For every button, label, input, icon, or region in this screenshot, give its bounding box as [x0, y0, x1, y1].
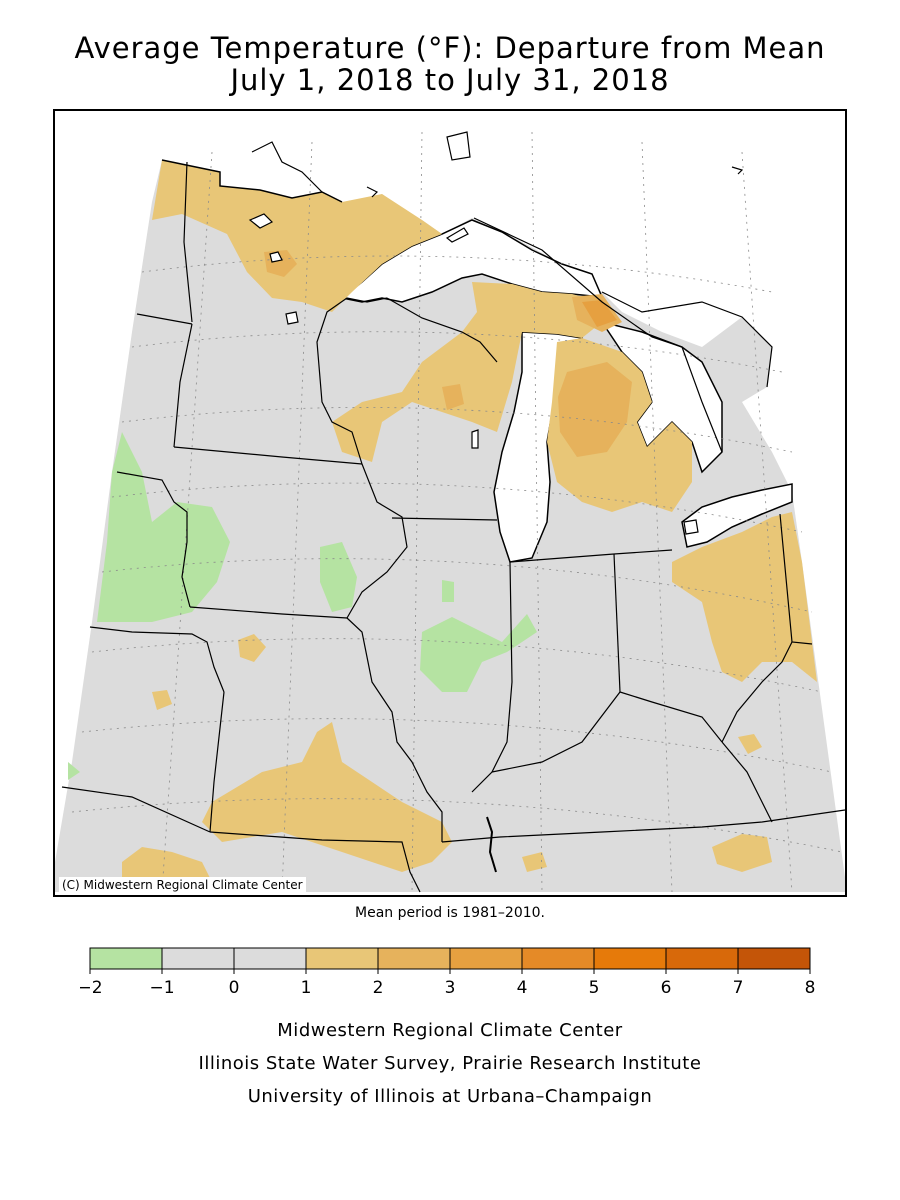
anomaly-warm-tennessee-west	[522, 852, 547, 872]
map-copyright: (C) Midwestern Regional Climate Center	[59, 877, 306, 893]
border-wi-il	[391, 517, 498, 521]
anomaly-warm-minnesota	[152, 160, 442, 312]
border-in-oh	[613, 553, 621, 693]
legend-swatch	[593, 947, 667, 970]
legend-tick-label: 6	[661, 978, 672, 998]
mille-lacs	[285, 311, 299, 325]
border-mo-ks	[209, 691, 225, 833]
anomaly-warm-lower-michigan-core	[558, 362, 632, 457]
canada-shorelines	[251, 131, 773, 388]
border-oh-wv	[721, 641, 793, 743]
legend-swatch	[233, 947, 307, 970]
credit-line-2: Illinois State Water Survey, Prairie Res…	[198, 1053, 702, 1074]
legend-tick-label: 7	[733, 978, 744, 998]
map-title: Average Temperature (°F): Departure from…	[74, 31, 826, 65]
legend-colorbar: −2 −1 0 1 2 3 4 5 6 7 8	[80, 947, 816, 998]
credit-line-3: University of Illinois at Urbana–Champai…	[247, 1086, 653, 1107]
map-canvas	[55, 131, 845, 893]
border-ks-ok	[61, 786, 211, 833]
legend-tick-label: 8	[805, 978, 816, 998]
border-nd-sd	[136, 313, 193, 325]
border-mn-wi	[316, 297, 388, 465]
border-nd-mn	[183, 161, 193, 323]
border-wi-mi	[386, 297, 498, 363]
border-mn-ia	[173, 446, 363, 465]
border-ia-il	[346, 463, 408, 619]
anomaly-warm-wisconsin-core	[442, 384, 464, 410]
map-frame: (C) Midwestern Regional Climate Center	[53, 109, 847, 897]
legend-swatch	[737, 947, 811, 970]
legend-tick-label: 0	[229, 978, 240, 998]
border-sd-mn	[173, 323, 193, 448]
border-sd-ne	[116, 471, 191, 608]
border-mo-ar	[209, 831, 421, 893]
border-oh-mi	[613, 549, 673, 555]
legend-tick-label: 1	[301, 978, 312, 998]
legend-tick-label: −2	[80, 978, 103, 998]
border-tn-ar	[441, 836, 501, 843]
border-ky-tn	[499, 809, 845, 838]
legend-swatch	[665, 947, 739, 970]
anomaly-warm-wisconsin	[332, 282, 602, 462]
anomaly-warm-ohio	[672, 512, 817, 682]
border-il-in	[471, 561, 513, 793]
anomaly-cool-iowa	[320, 542, 357, 612]
legend-tick-label: −1	[149, 978, 174, 998]
border-il-mo	[346, 617, 443, 842]
anomaly-cool-illinois	[420, 614, 537, 692]
lake-erie	[681, 483, 793, 548]
isle-royale	[445, 227, 469, 243]
legend-swatch	[449, 947, 523, 970]
legend-tick-label: 4	[517, 978, 528, 998]
legend-swatch	[305, 947, 379, 970]
legend-tick-label: 2	[373, 978, 384, 998]
border-ia-mo	[189, 606, 348, 619]
lake-of-the-woods	[248, 213, 274, 229]
legend-tick-label: 3	[445, 978, 456, 998]
anomaly-warm-nebraska	[238, 634, 266, 662]
border-ky-wv	[721, 741, 773, 823]
border-mi-canada	[473, 217, 723, 453]
border-in-ky	[491, 691, 723, 773]
lake-st-clair	[683, 519, 699, 535]
legend-swatch	[377, 947, 451, 970]
legend-tick-label: 5	[589, 978, 600, 998]
graticule	[71, 131, 843, 893]
legend-swatch	[89, 947, 163, 970]
anomaly-cool-illinois-small	[442, 580, 454, 602]
legend-swatch	[521, 947, 595, 970]
map-date-range: July 1, 2018 to July 31, 2018	[230, 63, 670, 97]
border-ne-ks	[89, 626, 225, 693]
border-in-mi	[509, 553, 615, 563]
legend-swatch	[161, 947, 235, 970]
anomaly-warm-upper-michigan-core	[582, 300, 617, 327]
state-boundaries	[61, 161, 845, 893]
anomaly-warm-tennessee	[712, 834, 772, 872]
red-lake	[269, 251, 283, 263]
anomaly-warm-missouri	[202, 722, 452, 872]
mean-period-note: Mean period is 1981–2010.	[355, 905, 545, 921]
anomaly-warm-kentucky	[738, 734, 762, 754]
anomaly-cool-kansas	[68, 762, 80, 780]
anomaly-warm-nebraska-small	[152, 690, 172, 710]
lake-winnebago	[471, 429, 479, 449]
anomaly-cool-west	[97, 432, 230, 622]
credit-line-1: Midwestern Regional Climate Center	[277, 1020, 623, 1041]
kentucky-lake	[486, 816, 497, 873]
